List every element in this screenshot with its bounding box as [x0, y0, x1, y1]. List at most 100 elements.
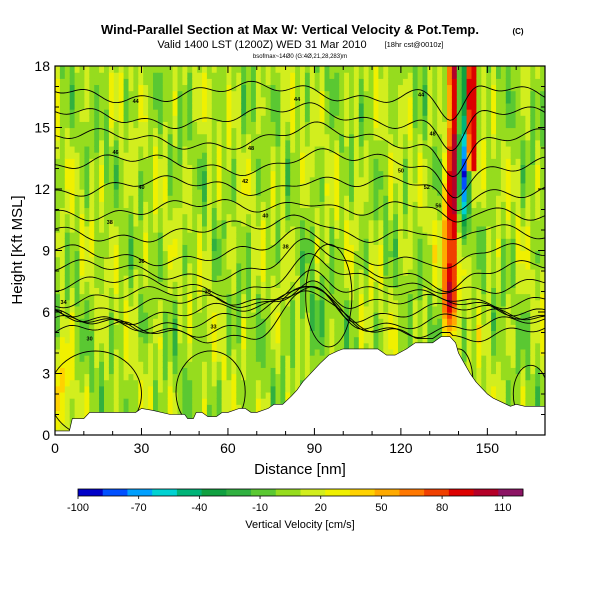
- velocity-cell: [432, 318, 438, 325]
- velocity-cell: [128, 164, 134, 172]
- velocity-cell: [407, 145, 414, 153]
- velocity-cell: [265, 373, 272, 381]
- velocity-cell: [319, 213, 326, 221]
- velocity-cell: [456, 293, 463, 301]
- velocity-cell: [285, 379, 291, 387]
- velocity-cell: [211, 182, 218, 190]
- velocity-cell: [265, 293, 272, 301]
- velocity-cell: [344, 336, 350, 344]
- velocity-cell: [177, 139, 183, 147]
- chart-subtitle: Valid 1400 LST (1200Z) WED 31 Mar 2010: [157, 39, 366, 51]
- velocity-cell: [246, 90, 252, 98]
- velocity-cell: [447, 84, 453, 92]
- velocity-cell: [270, 207, 277, 215]
- velocity-cell: [157, 232, 164, 239]
- velocity-cell: [255, 219, 262, 227]
- velocity-cell: [427, 318, 433, 325]
- velocity-cell: [153, 232, 159, 239]
- velocity-cell: [437, 262, 443, 270]
- velocity-cell: [192, 127, 198, 135]
- velocity-cell: [216, 312, 223, 319]
- velocity-cell: [334, 324, 340, 332]
- velocity-cell: [285, 127, 291, 135]
- velocity-cell: [442, 72, 448, 79]
- velocity-cell: [265, 398, 272, 405]
- velocity-cell: [304, 293, 311, 301]
- velocity-cell: [442, 268, 448, 276]
- velocity-cell: [231, 213, 237, 221]
- velocity-cell: [285, 275, 291, 282]
- velocity-cell: [226, 84, 232, 92]
- velocity-cell: [304, 90, 311, 98]
- velocity-cell: [290, 164, 296, 172]
- velocity-cell: [153, 367, 159, 375]
- velocity-cell: [236, 66, 242, 73]
- velocity-cell: [319, 232, 326, 239]
- velocity-cell: [148, 244, 154, 252]
- velocity-cell: [388, 287, 394, 295]
- velocity-cell: [202, 225, 208, 233]
- velocity-cell: [265, 96, 272, 104]
- velocity-cell: [84, 72, 90, 79]
- velocity-cell: [128, 281, 134, 288]
- velocity-cell: [437, 127, 443, 135]
- velocity-cell: [231, 367, 237, 375]
- velocity-cell: [216, 361, 223, 368]
- velocity-cell: [104, 324, 110, 332]
- velocity-cell: [265, 355, 272, 362]
- velocity-cell: [143, 348, 149, 356]
- velocity-cell: [64, 139, 71, 147]
- velocity-cell: [108, 256, 115, 264]
- velocity-cell: [285, 133, 291, 141]
- velocity-cell: [202, 361, 208, 368]
- velocity-cell: [104, 404, 110, 411]
- velocity-cell: [162, 189, 169, 196]
- velocity-cell: [113, 213, 120, 221]
- velocity-cell: [94, 238, 100, 245]
- velocity-cell: [427, 312, 433, 319]
- velocity-cell: [148, 127, 154, 135]
- velocity-cell: [113, 275, 120, 282]
- velocity-cell: [128, 213, 134, 221]
- velocity-cell: [417, 152, 424, 159]
- velocity-cell: [143, 268, 149, 276]
- velocity-cell: [157, 207, 164, 215]
- velocity-cell: [192, 348, 198, 356]
- velocity-cell: [319, 336, 326, 344]
- velocity-cell: [206, 90, 213, 98]
- velocity-cell: [148, 90, 154, 98]
- velocity-cell: [358, 133, 365, 141]
- velocity-cell: [84, 342, 90, 350]
- velocity-cell: [113, 170, 120, 178]
- velocity-cell: [172, 182, 179, 190]
- velocity-cell: [108, 287, 115, 295]
- velocity-cell: [153, 189, 159, 196]
- velocity-cell: [226, 170, 232, 178]
- velocity-cell: [221, 336, 228, 344]
- velocity-cell: [412, 281, 419, 288]
- velocity-cell: [383, 109, 389, 116]
- velocity-cell: [84, 262, 90, 270]
- velocity-cell: [402, 96, 409, 104]
- velocity-cell: [138, 373, 144, 381]
- velocity-cell: [275, 367, 281, 375]
- velocity-cell: [84, 348, 90, 356]
- velocity-cell: [89, 238, 95, 245]
- velocity-cell: [339, 139, 345, 147]
- velocity-cell: [167, 213, 174, 221]
- velocity-cell: [280, 342, 286, 350]
- velocity-cell: [153, 324, 159, 332]
- velocity-cell: [427, 96, 433, 104]
- velocity-cell: [59, 373, 66, 381]
- velocity-cell: [280, 275, 286, 282]
- velocity-cell: [344, 78, 350, 86]
- velocity-cell: [84, 379, 90, 387]
- velocity-cell: [157, 213, 164, 221]
- velocity-cell: [265, 275, 272, 282]
- velocity-cell: [451, 170, 458, 178]
- velocity-cell: [231, 78, 237, 86]
- velocity-cell: [265, 133, 272, 141]
- velocity-cell: [295, 299, 301, 307]
- velocity-cell: [133, 170, 139, 178]
- velocity-cell: [417, 115, 424, 122]
